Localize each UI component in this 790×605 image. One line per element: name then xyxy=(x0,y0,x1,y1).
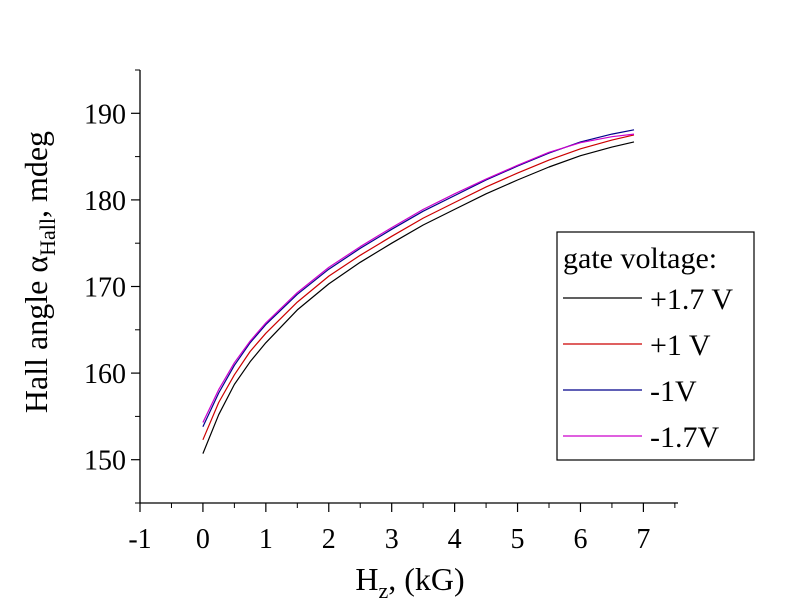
x-tick-label: 1 xyxy=(259,524,273,555)
x-tick-label: 7 xyxy=(636,524,650,555)
y-tick-label: 190 xyxy=(84,99,126,130)
series-lines xyxy=(202,129,635,454)
ticks xyxy=(131,69,676,512)
x-tick-label: 0 xyxy=(196,524,210,555)
legend-label: -1.7V xyxy=(650,421,719,454)
x-tick-label: 3 xyxy=(385,524,399,555)
legend-label: -1V xyxy=(650,375,697,408)
series-line xyxy=(202,133,635,423)
x-tick-label: 4 xyxy=(448,524,462,555)
y-axis-title: Hall angle αHall, mdeg xyxy=(18,131,60,413)
y-tick-label: 160 xyxy=(84,359,126,390)
x-tick-label: 2 xyxy=(322,524,336,555)
legend-items: +1.7 V +1 V -1V -1.7V xyxy=(563,283,733,454)
series-line xyxy=(202,141,635,454)
legend-label: +1.7 V xyxy=(650,283,733,316)
x-tick-label: 6 xyxy=(573,524,587,555)
y-tick-label: 150 xyxy=(84,446,126,477)
x-tick-label: 5 xyxy=(511,524,525,555)
tick-labels: -1 0 1 2 3 4 5 6 7 150 160 170 180 190 xyxy=(84,99,650,555)
x-tick-label: -1 xyxy=(128,524,151,555)
y-tick-label: 180 xyxy=(84,186,126,217)
legend-box xyxy=(556,231,755,461)
legend: gate voltage: +1.7 V +1 V -1V -1.7V xyxy=(556,231,755,461)
x-axis-title: Hz, (kG) xyxy=(355,561,464,603)
legend-label: +1 V xyxy=(650,329,711,362)
series-line xyxy=(202,134,635,441)
legend-title: gate voltage: xyxy=(563,242,717,275)
y-tick-label: 170 xyxy=(84,273,126,304)
